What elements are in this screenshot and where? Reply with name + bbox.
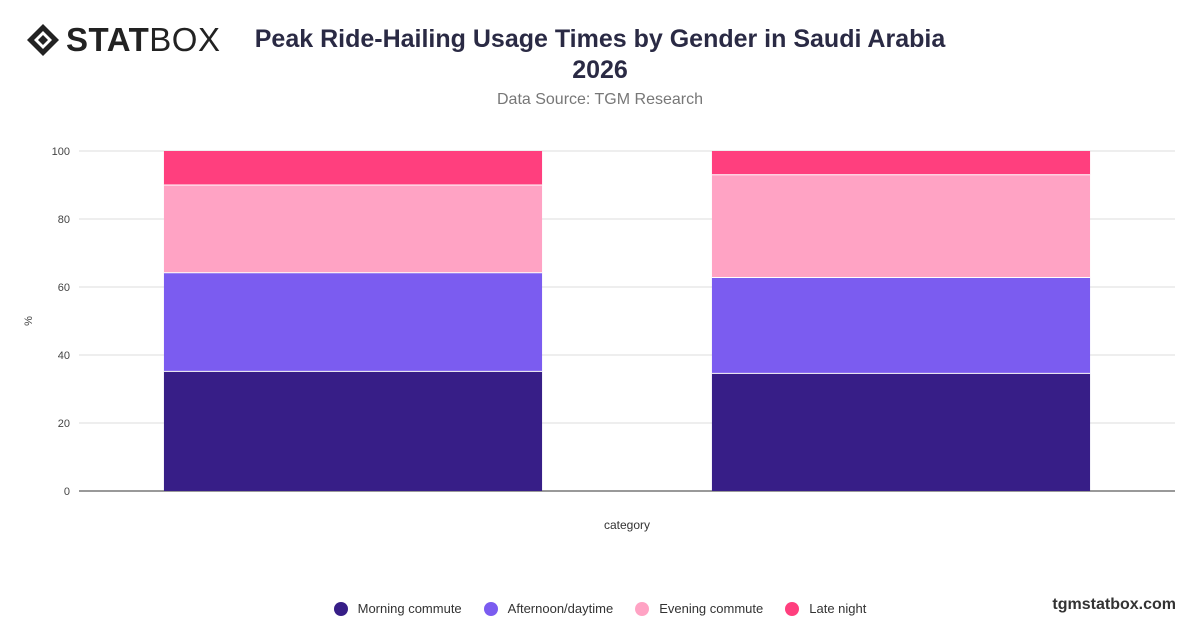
y-tick-label: 0 <box>64 486 70 498</box>
bar-segment <box>711 373 1091 491</box>
logo-text-light: BOX <box>149 21 221 58</box>
y-tick-label: 60 <box>58 282 70 294</box>
legend-item: Afternoon/daytime <box>483 601 614 616</box>
bar-segment <box>711 174 1091 278</box>
bar-segment <box>711 151 1091 175</box>
bar-segment <box>163 151 543 185</box>
stacked-bar-chart: 0 20 40 60 80 100% category <box>23 146 1175 532</box>
chart-subtitle: Data Source: TGM Research <box>496 91 703 108</box>
footer-website: tgmstatbox.com <box>1052 596 1176 613</box>
y-axis-title: % <box>23 316 35 326</box>
x-axis-title: category <box>604 518 650 532</box>
statbox-diamond-icon <box>27 24 59 56</box>
legend-label: Evening commute <box>659 601 764 616</box>
legend-item: Evening commute <box>635 601 763 616</box>
legend-swatch <box>635 601 650 616</box>
legend-swatch <box>483 601 498 616</box>
legend-swatch <box>785 601 800 616</box>
legend-item: Morning commute <box>333 601 462 616</box>
legend-item: Late night <box>785 601 866 616</box>
bar-segment <box>163 272 543 372</box>
bar-segment <box>711 277 1091 374</box>
legend-label: Afternoon/daytime <box>507 601 614 616</box>
brand-logo: STATBOX <box>26 22 220 58</box>
y-tick-label: 80 <box>58 214 70 226</box>
chart-title: Peak Ride-Hailing Usage Times by Gender … <box>254 25 946 84</box>
y-tick-label: 20 <box>58 418 70 430</box>
y-tick-label: 100 <box>52 146 70 158</box>
legend-label: Late night <box>809 601 867 616</box>
brand-logo-text: STATBOX <box>66 22 220 58</box>
bar-segment <box>163 371 543 491</box>
logo-text-bold: STAT <box>66 21 150 58</box>
chart-legend: Morning commute Afternoon/daytime Evening … <box>0 601 1200 616</box>
y-tick-label: 40 <box>58 350 70 362</box>
legend-label: Morning commute <box>357 601 462 616</box>
legend-swatch <box>333 601 348 616</box>
bar-segment <box>163 185 543 273</box>
